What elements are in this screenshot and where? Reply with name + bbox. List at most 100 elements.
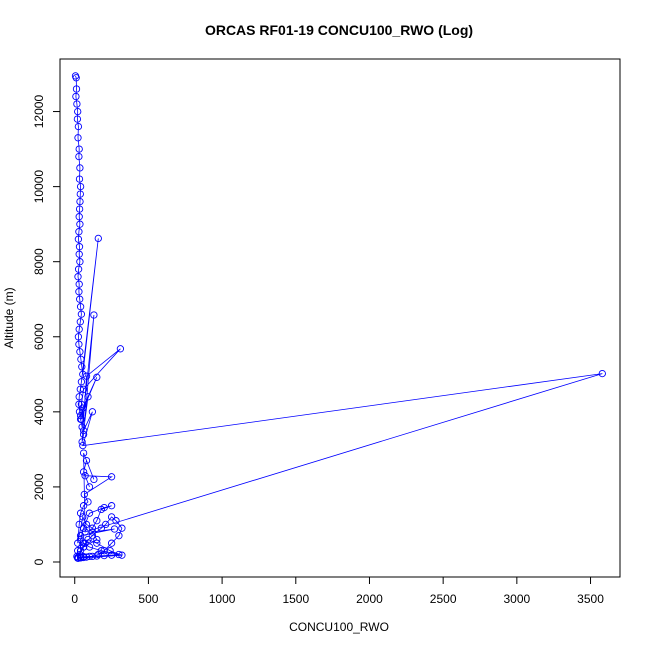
data-point — [72, 85, 81, 93]
data-point — [79, 441, 87, 450]
data-point — [93, 373, 101, 381]
data-point — [88, 408, 97, 416]
chart-title: ORCAS RF01-19 CONCU100_RWO (Log) — [205, 22, 473, 38]
data-point — [75, 280, 83, 288]
data-point — [74, 235, 83, 243]
data-point — [76, 385, 84, 393]
data-point — [76, 220, 84, 228]
data-point — [76, 550, 84, 559]
x-axis-label: CONCU100_RWO — [289, 620, 389, 634]
data-point — [76, 258, 84, 266]
data-point — [77, 378, 86, 386]
data-point — [75, 400, 83, 408]
data-point — [74, 134, 82, 142]
data-point — [84, 535, 92, 544]
data-point — [75, 205, 84, 213]
data-point — [79, 404, 87, 412]
data-point — [78, 363, 86, 371]
data-point — [93, 535, 101, 544]
data-point — [82, 372, 91, 380]
data-point — [72, 92, 80, 101]
data-point — [76, 509, 85, 517]
data-point — [79, 524, 88, 532]
data-point — [118, 551, 126, 559]
data-point — [75, 250, 83, 258]
data-point — [76, 411, 85, 420]
data-point — [116, 345, 125, 353]
data-point — [598, 369, 606, 378]
y-tick-label: 8000 — [32, 248, 46, 275]
data-point — [76, 190, 84, 198]
data-point — [75, 145, 83, 153]
data-point — [93, 539, 101, 547]
data-point — [72, 74, 80, 82]
data-point — [77, 355, 85, 363]
data-point — [81, 472, 89, 480]
data-point — [79, 468, 88, 476]
data-point — [74, 554, 83, 562]
data-point — [107, 539, 116, 547]
x-tick-label: 2500 — [430, 592, 457, 606]
data-point — [88, 524, 97, 532]
data-point — [118, 524, 126, 532]
x-tick-label: 500 — [138, 592, 158, 606]
data-point — [107, 473, 116, 481]
data-point — [79, 513, 87, 521]
data-point — [74, 273, 82, 281]
data-point — [84, 498, 92, 506]
y-axis-label: Altitude (m) — [2, 287, 16, 348]
y-tick-label: 0 — [32, 558, 46, 565]
data-point — [78, 423, 86, 431]
data-point — [75, 520, 83, 529]
data-point — [81, 528, 89, 536]
y-tick-label: 6000 — [32, 323, 46, 350]
data-point — [75, 325, 83, 333]
data-point — [85, 483, 94, 491]
data-point — [76, 295, 84, 303]
data-point — [74, 107, 82, 116]
data-point — [75, 243, 84, 251]
y-tick-label: 12000 — [32, 95, 46, 129]
data-point — [79, 543, 88, 551]
data-point — [84, 393, 92, 401]
data-point — [77, 310, 86, 318]
series-layer — [71, 72, 606, 562]
data-point — [75, 340, 83, 348]
data-point — [85, 509, 94, 517]
data-point — [79, 502, 88, 510]
data-point — [100, 503, 108, 512]
data-point — [107, 513, 116, 521]
data-point — [115, 550, 123, 559]
x-tick-label: 2000 — [356, 592, 383, 606]
series-line — [75, 75, 603, 559]
y-tick-label: 4000 — [32, 398, 46, 425]
y-axis: 0 2000 4000 6000 8000 10000 12000 — [32, 95, 61, 565]
data-point — [102, 520, 110, 529]
data-point — [74, 333, 83, 341]
data-point — [90, 475, 98, 484]
data-point — [85, 543, 94, 551]
data-point — [75, 288, 83, 296]
data-point — [93, 517, 101, 525]
x-tick-label: 1000 — [209, 592, 236, 606]
data-point — [100, 547, 108, 555]
data-point — [73, 100, 81, 108]
data-point — [88, 532, 97, 540]
data-point — [75, 393, 83, 401]
data-point — [74, 265, 83, 273]
data-point — [75, 228, 83, 236]
data-point — [77, 415, 86, 423]
plot-frame — [59, 58, 621, 578]
x-tick-label: 3500 — [577, 592, 604, 606]
x-tick-label: 0 — [71, 592, 78, 606]
data-point — [76, 318, 84, 326]
data-point — [77, 400, 86, 408]
data-point — [76, 164, 84, 172]
data-point — [75, 213, 83, 221]
data-point — [73, 115, 82, 123]
data-point — [115, 532, 123, 540]
data-point — [76, 303, 85, 311]
data-point — [76, 197, 84, 206]
data-point — [88, 528, 97, 536]
x-axis: 0 500 1000 1500 2000 2500 3000 3500 — [71, 576, 604, 606]
